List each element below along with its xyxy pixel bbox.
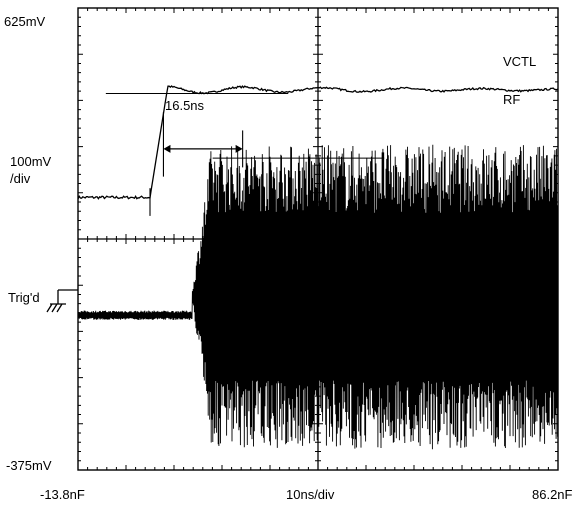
- y-scale-label: 100mV: [10, 154, 52, 169]
- delay-arrow-right: [235, 144, 243, 153]
- trigger-label: Trig'd: [8, 290, 40, 305]
- delay-arrow-left: [163, 144, 171, 153]
- y-bottom-label: -375mV: [6, 458, 52, 473]
- rf-trace: [77, 144, 559, 450]
- traces: [77, 85, 559, 450]
- vctl-series-label: VCTL: [503, 54, 536, 69]
- delay-annotation: 16.5ns: [165, 98, 205, 113]
- ground-symbol: [46, 289, 78, 313]
- rf-series-label: RF: [503, 92, 520, 107]
- x-right-label: 86.2nF: [532, 487, 573, 502]
- y-top-label: 625mV: [4, 14, 46, 29]
- x-scale-label: 10ns/div: [286, 487, 335, 502]
- x-left-label: -13.8nF: [40, 487, 85, 502]
- y-scale-unit-label: /div: [10, 171, 31, 186]
- measurement-markers: [105, 92, 385, 216]
- vctl-trace: [77, 85, 559, 200]
